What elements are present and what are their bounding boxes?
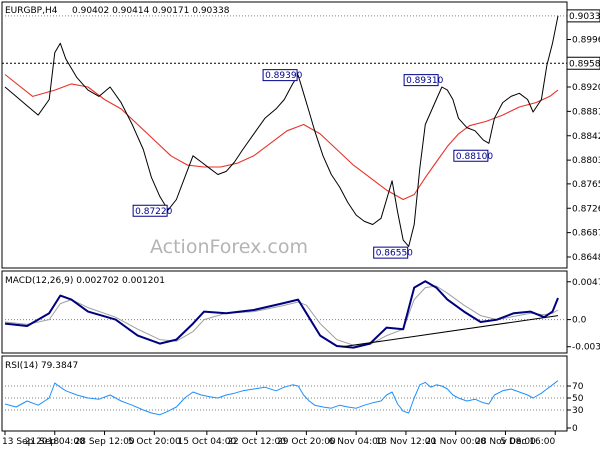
macd-axis-tick: -0.003391 (572, 343, 600, 353)
rsi-panel-frame (1, 355, 568, 432)
price-axis-tick: 0.88420 (572, 132, 600, 142)
x-axis-tick: 28 Nov 08:00 (475, 437, 536, 447)
rsi-axis-tick: 30 (572, 406, 584, 416)
price-axis-tick: 0.88810 (572, 107, 600, 117)
x-axis-tick: 5 Oct 20:00 (128, 437, 181, 447)
x-axis-tick: 13 Sep 2018 (2, 437, 59, 447)
price-axis-tick: 0.86480 (572, 253, 600, 263)
x-axis-tick: 5 Dec 16:00 (500, 437, 555, 447)
x-axis-tick: 28 Sep 12:00 (75, 437, 135, 447)
price-label-text: 0.89390 (265, 71, 302, 81)
x-axis-tick: 13 Nov 12:00 (376, 437, 437, 447)
macd-signal-line (4, 285, 559, 346)
current-price-tag: 0.90338 (569, 12, 600, 22)
macd-trendline (342, 315, 559, 348)
chart-ohlc: 0.90402 0.90414 0.90171 0.90338 (72, 6, 230, 16)
price-axis-tick: 0.89960 (572, 36, 600, 46)
watermark: ActionForex.com (150, 236, 308, 258)
rsi-axis-tick: 70 (572, 382, 584, 392)
rsi-title: RSI(14) 79.3847 (5, 361, 78, 371)
price-axis-tick: 0.87650 (572, 180, 600, 190)
price-axis-tick: 0.87260 (572, 204, 600, 214)
price-panel-frame (1, 1, 568, 269)
x-axis-tick: 6 Nov 04:00 (329, 437, 384, 447)
price-label-text: 0.88100 (456, 152, 493, 162)
price-series-line (4, 15, 559, 247)
macd-title: MACD(12,26,9) 0.002702 0.001201 (5, 276, 165, 286)
current-price-box (566, 9, 600, 23)
price-axis-tick: 0.89200 (572, 83, 600, 93)
resistance-box (566, 56, 600, 70)
price-label-box (262, 69, 298, 82)
chart-symbol: EURGBP,H4 (5, 6, 58, 16)
rsi-line (4, 380, 559, 416)
macd-line (4, 280, 559, 349)
price-label-box (132, 204, 168, 217)
x-axis-tick: 21 Nov 00:00 (425, 437, 486, 447)
price-label-box (373, 246, 409, 259)
macd-axis-tick: 0.004729 (572, 278, 600, 288)
price-label-box (453, 149, 489, 162)
x-axis-tick: 21 Sep 04:00 (25, 437, 85, 447)
price-axis-tick: 0.86870 (572, 229, 600, 239)
macd-panel-frame (1, 270, 568, 354)
x-axis-tick: 15 Oct 04:00 (178, 437, 237, 447)
price-label-box (403, 74, 439, 87)
rsi-axis-tick: 50 (572, 394, 584, 404)
x-axis-tick: 29 Oct 20:00 (277, 437, 336, 447)
rsi-axis-tick: 0 (572, 424, 578, 434)
price-label-text: 0.86550 (376, 249, 413, 259)
price-axis-tick: 0.88030 (572, 156, 600, 166)
macd-axis-tick: 0.0 (572, 316, 587, 326)
price-label-text: 0.89310 (406, 76, 443, 86)
moving-average-line (4, 74, 559, 201)
x-axis-tick: 22 Oct 12:00 (227, 437, 286, 447)
price-label-text: 0.87220 (135, 207, 172, 217)
